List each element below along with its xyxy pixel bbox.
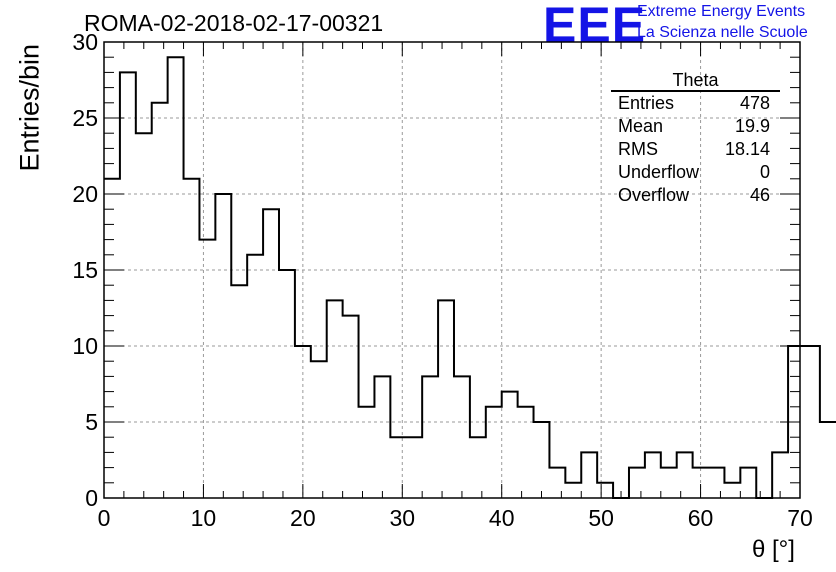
stats-label: Overflow [618,185,690,205]
stats-value: 0 [759,162,770,182]
stats-title: Theta [611,70,780,92]
x-tick-label: 0 [98,505,111,531]
y-tick-label: 5 [85,409,98,435]
stats-label: RMS [618,139,658,159]
histogram-title: ROMA-02-2018-02-17-00321 [84,10,384,36]
stats-box: Theta Entries 478 Mean 19.9 RMS 18.14 Un… [610,70,780,207]
stats-label: Mean [618,116,664,136]
x-tick-label: 10 [191,505,217,531]
logo-line-1: Extreme Energy Events [637,3,806,20]
x-tick-label: 40 [489,505,515,531]
stats-row-rms: RMS 18.14 [610,138,780,161]
x-axis-label: θ [°] [752,536,795,563]
x-tick-label: 20 [290,505,316,531]
stats-row-mean: Mean 19.9 [610,115,780,138]
logo-line-2: La Scienza nelle Scuole [637,24,808,41]
histogram-line [104,56,836,499]
y-tick-label: 0 [85,485,98,511]
y-tick-label: 10 [72,333,98,359]
stats-label: Entries [618,93,675,113]
y-tick-label: 20 [72,181,98,207]
y-tick-label: 15 [72,257,98,283]
x-tick-label: 30 [389,505,415,531]
stats-row-underflow: Underflow 0 [610,161,780,184]
x-tick-label: 50 [588,505,614,531]
stats-value: 19.9 [734,116,770,136]
y-tick-label: 30 [72,29,98,55]
y-tick-label: 25 [72,105,98,131]
stats-value: 18.14 [724,139,770,159]
x-tick-label: 70 [787,505,813,531]
stats-row-entries: Entries 478 [610,92,780,115]
stats-value: 478 [739,93,770,113]
y-axis-label: Entries/bin [14,43,45,172]
stats-value: 46 [749,185,770,205]
x-tick-label: 60 [688,505,714,531]
stats-row-overflow: Overflow 46 [610,184,780,207]
stats-label: Underflow [618,162,700,182]
